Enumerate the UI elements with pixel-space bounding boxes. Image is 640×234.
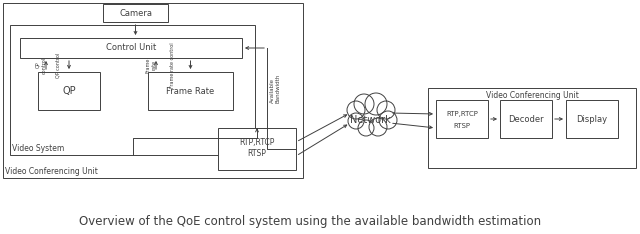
Bar: [566, 100, 618, 138]
Circle shape: [354, 94, 374, 114]
Circle shape: [358, 120, 374, 136]
Text: Video System: Video System: [12, 144, 64, 153]
Circle shape: [377, 101, 395, 119]
Bar: [500, 100, 552, 138]
Bar: [148, 72, 233, 110]
Circle shape: [348, 113, 364, 129]
Text: Video Conferencing Unit: Video Conferencing Unit: [486, 91, 579, 100]
Text: Network: Network: [349, 115, 390, 125]
Bar: [10, 25, 255, 155]
Circle shape: [347, 101, 365, 119]
Text: Display: Display: [577, 114, 607, 124]
Bar: [218, 128, 296, 170]
Text: Control Unit: Control Unit: [106, 44, 156, 52]
Bar: [3, 3, 303, 178]
Bar: [103, 4, 168, 22]
Circle shape: [369, 118, 387, 136]
Text: RTP,RTCP: RTP,RTCP: [446, 111, 478, 117]
Text: RTP,RTCP: RTP,RTCP: [239, 138, 275, 146]
Bar: [38, 72, 100, 110]
Text: RTSP: RTSP: [248, 150, 266, 158]
Text: RTSP: RTSP: [454, 123, 470, 129]
Text: Decoder: Decoder: [508, 114, 544, 124]
Circle shape: [379, 111, 397, 129]
Bar: [436, 100, 488, 138]
Text: QP
control: QP control: [36, 56, 46, 73]
Circle shape: [365, 93, 387, 115]
Text: Frame
rate: Frame rate: [146, 57, 156, 73]
Text: Video Conferencing Unit: Video Conferencing Unit: [5, 167, 98, 176]
Text: Overview of the QoE control system using the available bandwidth estimation: Overview of the QoE control system using…: [79, 216, 541, 228]
Bar: [428, 88, 636, 168]
Text: Camera: Camera: [119, 8, 152, 18]
Text: Available
Bandwidth: Available Bandwidth: [270, 73, 281, 103]
Text: QP: QP: [62, 86, 76, 96]
Text: QP control: QP control: [56, 52, 61, 78]
Bar: [20, 38, 242, 58]
Text: Frame Rate: Frame Rate: [166, 87, 214, 95]
Text: Frame rate control: Frame rate control: [170, 42, 175, 88]
